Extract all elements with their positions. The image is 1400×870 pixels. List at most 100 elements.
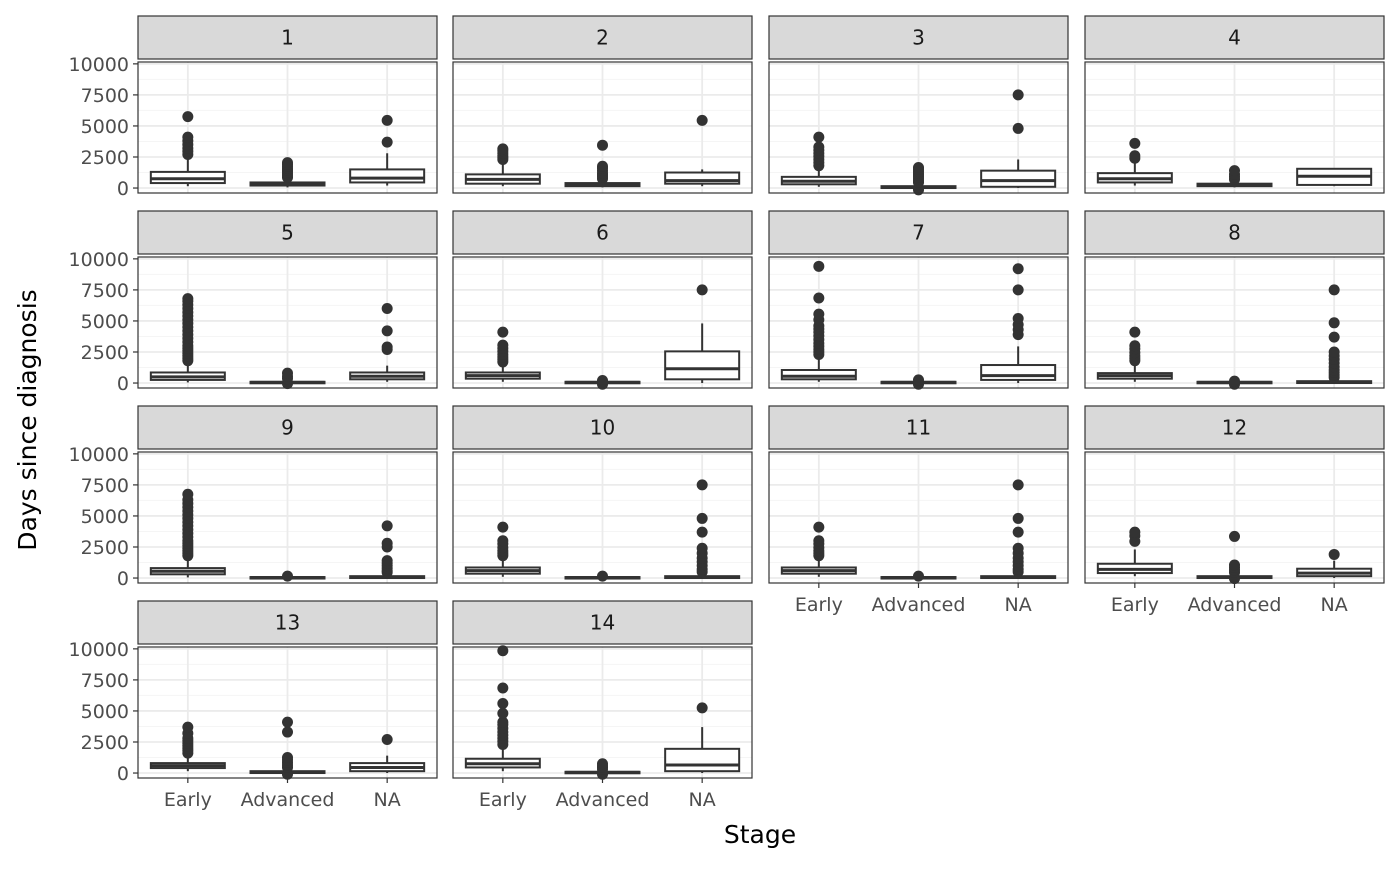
outlier-point xyxy=(696,479,708,491)
y-tick-label: 10000 xyxy=(69,249,129,271)
outlier-point xyxy=(1229,165,1240,177)
y-tick-label: 5000 xyxy=(81,116,129,138)
panel-border xyxy=(137,256,438,389)
outlier-point xyxy=(497,645,509,657)
outlier-point xyxy=(381,114,393,126)
outlier-point xyxy=(1012,526,1024,538)
box-na xyxy=(349,734,426,774)
outlier-point xyxy=(1012,512,1024,524)
panel-border xyxy=(1084,61,1385,194)
outlier-point xyxy=(1229,530,1240,542)
box-advanced xyxy=(880,162,957,196)
y-tick-label: 5000 xyxy=(81,506,129,528)
facet-strip-label: 1 xyxy=(281,26,294,50)
outlier-point xyxy=(696,526,708,538)
outlier-point xyxy=(497,521,509,533)
outlier-point xyxy=(381,303,393,315)
outlier-point xyxy=(381,325,393,337)
box-na xyxy=(1296,548,1373,579)
facet-strip xyxy=(452,210,753,255)
box-na xyxy=(349,520,426,580)
outlier-point xyxy=(497,697,509,709)
x-tick-label: Early xyxy=(479,789,527,811)
outlier-point xyxy=(1328,331,1340,343)
outlier-point xyxy=(696,542,708,554)
x-tick-label: Advanced xyxy=(241,789,335,811)
outlier-point xyxy=(1229,559,1240,571)
y-tick-label: 7500 xyxy=(81,475,129,497)
panel-border xyxy=(452,256,753,389)
box-early xyxy=(464,645,541,772)
facet-strip-label: 3 xyxy=(912,26,925,50)
facet-panel: 9 0 2500 5000 7500 10000 xyxy=(69,405,438,590)
box-early xyxy=(1096,526,1173,577)
outlier-point xyxy=(913,374,924,386)
facet-strip xyxy=(137,210,438,255)
box-iqr xyxy=(349,168,426,184)
box-advanced xyxy=(249,367,326,390)
box-advanced xyxy=(564,758,641,780)
outlier-point xyxy=(696,284,708,296)
y-tick-label: 2500 xyxy=(81,732,129,754)
facet-panel: 10 xyxy=(452,405,753,584)
box-early xyxy=(149,721,226,772)
outlier-point xyxy=(696,512,708,524)
facet-panel: 8 xyxy=(1084,210,1385,390)
outlier-point xyxy=(497,535,509,547)
outlier-point xyxy=(1129,526,1141,538)
y-tick-label: 0 xyxy=(117,178,129,200)
facet-strip-label: 4 xyxy=(1228,26,1241,50)
facet-panel: 4 xyxy=(1084,15,1385,194)
y-tick-label: 10000 xyxy=(69,444,129,466)
box-advanced xyxy=(249,570,326,582)
outlier-point xyxy=(182,293,194,305)
facet-strip xyxy=(137,405,438,450)
panel-border xyxy=(137,451,438,584)
outlier-point xyxy=(696,114,708,126)
y-tick-label: 0 xyxy=(117,568,129,590)
facet-strip-label: 10 xyxy=(590,416,615,440)
box-advanced xyxy=(564,139,641,188)
outlier-point xyxy=(182,721,194,733)
facet-strip xyxy=(137,600,438,645)
outlier-point xyxy=(913,570,924,582)
box-advanced xyxy=(1196,375,1273,390)
x-tick-label: Advanced xyxy=(556,789,650,811)
outlier-point xyxy=(1328,346,1340,358)
facet-strip xyxy=(1084,210,1385,255)
facet-strip xyxy=(137,15,438,60)
box-na xyxy=(349,303,426,382)
panel-border xyxy=(452,451,753,584)
facet-strip xyxy=(1084,405,1385,450)
outlier-point xyxy=(497,707,509,719)
facet-panel: 14 Early Advanced NA xyxy=(452,600,753,811)
facet-panel: 12 Early Advanced NA xyxy=(1084,405,1385,616)
panel-border xyxy=(768,256,1069,389)
outlier-point xyxy=(282,726,293,738)
outlier-point xyxy=(1328,548,1340,560)
outlier-point xyxy=(282,570,293,582)
box-advanced xyxy=(249,716,326,780)
box-na xyxy=(1296,284,1373,385)
box-iqr xyxy=(664,747,741,773)
outlier-point xyxy=(813,308,825,320)
y-tick-label: 0 xyxy=(117,763,129,785)
x-tick-label: Advanced xyxy=(1188,594,1282,616)
facet-strip xyxy=(452,405,753,450)
outlier-point xyxy=(1129,137,1141,149)
outlier-point xyxy=(497,339,509,351)
outlier-point xyxy=(381,537,393,549)
outlier-point xyxy=(1229,375,1240,387)
outlier-point xyxy=(282,367,293,379)
box-na xyxy=(980,263,1057,384)
panel-border xyxy=(452,61,753,194)
outlier-point xyxy=(1328,317,1340,329)
y-tick-label: 7500 xyxy=(81,670,129,692)
x-tick-label: NA xyxy=(1321,594,1348,616)
box-early xyxy=(464,326,541,382)
y-tick-label: 0 xyxy=(117,373,129,395)
outlier-point xyxy=(182,488,194,500)
outlier-point xyxy=(497,716,509,728)
outlier-point xyxy=(696,702,708,714)
